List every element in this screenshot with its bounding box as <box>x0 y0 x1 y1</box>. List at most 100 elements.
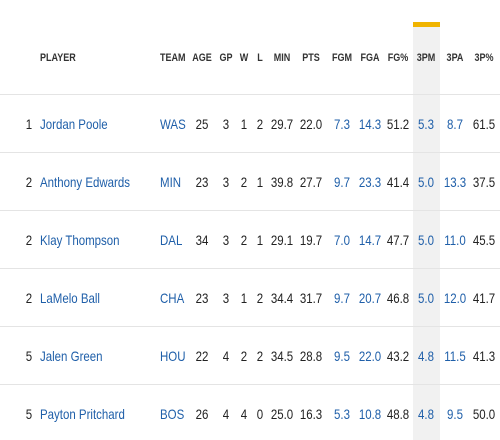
stat[interactable]: 4.8 <box>418 406 434 422</box>
stat: 1 <box>240 116 248 132</box>
stat: 41.4 <box>386 174 410 190</box>
player-name[interactable]: LaMelo Ball <box>40 290 100 306</box>
stat: 4 <box>222 406 230 422</box>
stat[interactable]: 5.0 <box>418 232 434 248</box>
stat: 22.0 <box>299 116 323 132</box>
rank: 2 <box>25 232 33 248</box>
sorted-column-indicator <box>413 22 440 27</box>
stat: 1 <box>240 290 248 306</box>
row-separator <box>0 268 500 269</box>
player-name[interactable]: Jordan Poole <box>40 116 108 132</box>
rank: 2 <box>25 174 33 190</box>
stat: 41.3 <box>472 348 496 364</box>
column-header: 3PA <box>446 52 464 64</box>
stat: 0 <box>256 406 264 422</box>
stat[interactable]: 7.3 <box>334 116 350 132</box>
stat[interactable]: 5.3 <box>334 406 350 422</box>
stat: 34.4 <box>270 290 294 306</box>
stat: 41.7 <box>472 290 496 306</box>
column-header: FGM <box>331 52 353 64</box>
column-header: TEAM <box>160 52 186 64</box>
stat[interactable]: 11.5 <box>444 348 466 364</box>
stat: 37.5 <box>472 174 496 190</box>
stat[interactable]: 4.8 <box>418 348 434 364</box>
stat: 28.8 <box>299 348 323 364</box>
stat: 25 <box>195 116 209 132</box>
stat: 3 <box>222 174 230 190</box>
team[interactable]: DAL <box>160 232 183 248</box>
stat[interactable]: 13.3 <box>443 174 467 190</box>
stat: 27.7 <box>299 174 323 190</box>
player-name[interactable]: Anthony Edwards <box>40 174 130 190</box>
stat: 2 <box>256 116 264 132</box>
stat[interactable]: 9.7 <box>334 174 350 190</box>
stat: 61.5 <box>472 116 496 132</box>
stat: 19.7 <box>299 232 323 248</box>
stat: 39.8 <box>270 174 294 190</box>
stat[interactable]: 9.7 <box>334 290 350 306</box>
stat: 3 <box>222 232 230 248</box>
stat[interactable]: 5.0 <box>418 290 434 306</box>
stat: 50.0 <box>472 406 496 422</box>
stat: 3 <box>222 116 230 132</box>
rank: 5 <box>25 406 33 422</box>
stat[interactable]: 10.8 <box>358 406 382 422</box>
row-separator <box>0 152 500 153</box>
team[interactable]: WAS <box>160 116 186 132</box>
sorted-column-highlight <box>413 22 440 440</box>
rank: 2 <box>25 290 33 306</box>
column-header: 3P% <box>474 52 494 64</box>
stat: 43.2 <box>386 348 410 364</box>
stat[interactable]: 22.0 <box>358 348 382 364</box>
column-header: GP <box>219 52 233 64</box>
stat[interactable]: 9.5 <box>447 406 463 422</box>
stat: 23 <box>195 174 209 190</box>
player-name[interactable]: Jalen Green <box>40 348 103 364</box>
stat: 2 <box>256 348 264 364</box>
stat: 25.0 <box>270 406 294 422</box>
stat: 2 <box>240 348 248 364</box>
row-separator <box>0 326 500 327</box>
column-header: FGA <box>360 52 380 64</box>
stat: 34.5 <box>270 348 294 364</box>
stat[interactable]: 9.5 <box>334 348 350 364</box>
stat[interactable]: 20.7 <box>358 290 382 306</box>
row-separator <box>0 94 500 95</box>
column-header: 3PM <box>416 52 436 64</box>
stat: 2 <box>240 174 248 190</box>
stat: 16.3 <box>299 406 323 422</box>
column-header: PTS <box>302 52 320 64</box>
team[interactable]: CHA <box>160 290 185 306</box>
rank: 1 <box>25 116 33 132</box>
stat: 47.7 <box>386 232 410 248</box>
stat: 23 <box>195 290 209 306</box>
row-separator <box>0 210 500 211</box>
stat[interactable]: 5.0 <box>418 174 434 190</box>
column-header: MIN <box>273 52 291 64</box>
stat: 46.8 <box>386 290 410 306</box>
column-header: L <box>257 52 263 64</box>
stat[interactable]: 11.0 <box>444 232 466 248</box>
stat[interactable]: 14.3 <box>358 116 382 132</box>
stat: 45.5 <box>472 232 496 248</box>
rank: 5 <box>25 348 33 364</box>
stat: 29.7 <box>270 116 294 132</box>
team[interactable]: BOS <box>160 406 185 422</box>
stat[interactable]: 23.3 <box>358 174 382 190</box>
team[interactable]: MIN <box>160 174 182 190</box>
stat[interactable]: 8.7 <box>447 116 463 132</box>
stat[interactable]: 5.3 <box>418 116 434 132</box>
column-header: AGE <box>192 52 212 64</box>
player-name[interactable]: Klay Thompson <box>40 232 120 248</box>
stat[interactable]: 14.7 <box>358 232 382 248</box>
player-name[interactable]: Payton Pritchard <box>40 406 125 422</box>
column-header: W <box>239 52 249 64</box>
stat: 2 <box>256 290 264 306</box>
row-separator <box>0 384 500 385</box>
stat: 48.8 <box>386 406 410 422</box>
column-header: PLAYER <box>40 52 76 64</box>
stat[interactable]: 12.0 <box>443 290 467 306</box>
team[interactable]: HOU <box>160 348 186 364</box>
stat[interactable]: 7.0 <box>334 232 350 248</box>
stat: 31.7 <box>299 290 323 306</box>
